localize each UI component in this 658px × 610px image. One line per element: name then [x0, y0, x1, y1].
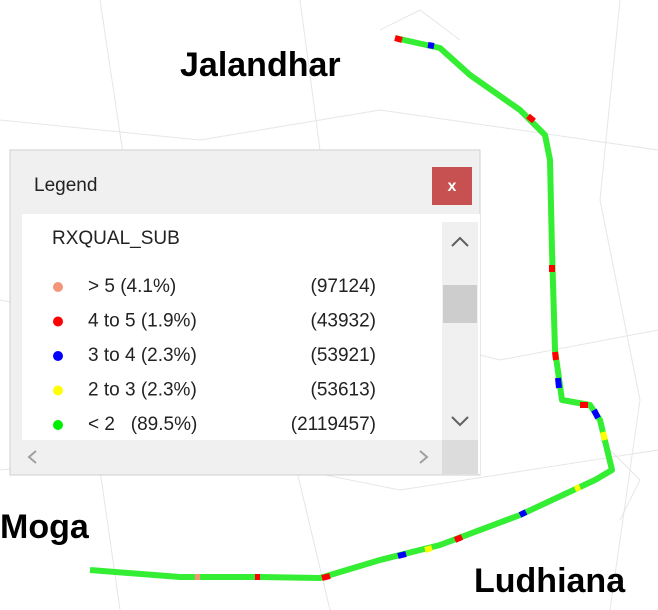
scroll-up[interactable] — [451, 236, 469, 247]
legend-label: < 2 (89.5%) — [88, 414, 197, 435]
legend-swatch — [53, 351, 63, 361]
city-label: Moga — [0, 508, 90, 546]
route-sample — [321, 573, 331, 581]
scroll-thumb[interactable] — [443, 285, 477, 323]
route-sample — [394, 35, 403, 43]
legend-label: 2 to 3 (2.3%) — [88, 380, 197, 401]
route-sample — [518, 509, 528, 518]
city-label: Ludhiana — [474, 562, 626, 600]
scroll-right[interactable] — [419, 450, 429, 464]
horizontal-scrollbar[interactable] — [22, 440, 442, 474]
legend-body — [22, 214, 480, 474]
route-sample — [424, 545, 433, 553]
scroll-corner — [442, 440, 478, 474]
route-sample — [573, 484, 582, 492]
legend-count: (2119457) — [291, 414, 376, 435]
legend-count: (97124) — [311, 276, 377, 297]
legend-swatch — [53, 385, 63, 396]
close-button[interactable] — [432, 167, 472, 205]
route-samples — [195, 35, 608, 581]
legend-count: (43932) — [311, 311, 377, 332]
legend-field: RXQUAL_SUB — [52, 228, 180, 249]
route-sample — [552, 351, 559, 361]
scroll-down[interactable] — [451, 416, 469, 427]
legend-swatch — [53, 282, 63, 292]
legend-label: 4 to 5 (1.9%) — [88, 311, 197, 332]
route-sample — [600, 431, 608, 441]
legend-swatch — [53, 420, 63, 430]
route-sample — [453, 534, 464, 543]
scroll-left[interactable] — [27, 450, 37, 464]
close-icon[interactable]: x — [448, 178, 457, 195]
vertical-scrollbar[interactable] — [442, 222, 478, 440]
legend-panel: Legend x RXQUAL_SUB > 5 (4.1%) (97124) 4 t… — [9, 149, 481, 476]
city-label: Jalandhar — [180, 46, 341, 84]
legend-count: (53921) — [311, 345, 377, 366]
route-sample — [397, 551, 407, 559]
legend-swatch — [53, 316, 63, 327]
legend-label: > 5 (4.1%) — [88, 276, 176, 297]
route-sample — [591, 408, 601, 420]
legend-title: Legend — [34, 175, 97, 196]
route-sample — [555, 377, 562, 389]
route-sample — [427, 42, 435, 49]
legend-count: (53613) — [311, 380, 377, 401]
route-sample — [526, 113, 536, 124]
legend-label: 3 to 4 (2.3%) — [88, 345, 197, 366]
legend-entries: > 5 (4.1%) (97124) 4 to 5 (1.9%) (43932) 3 t… — [53, 276, 376, 435]
